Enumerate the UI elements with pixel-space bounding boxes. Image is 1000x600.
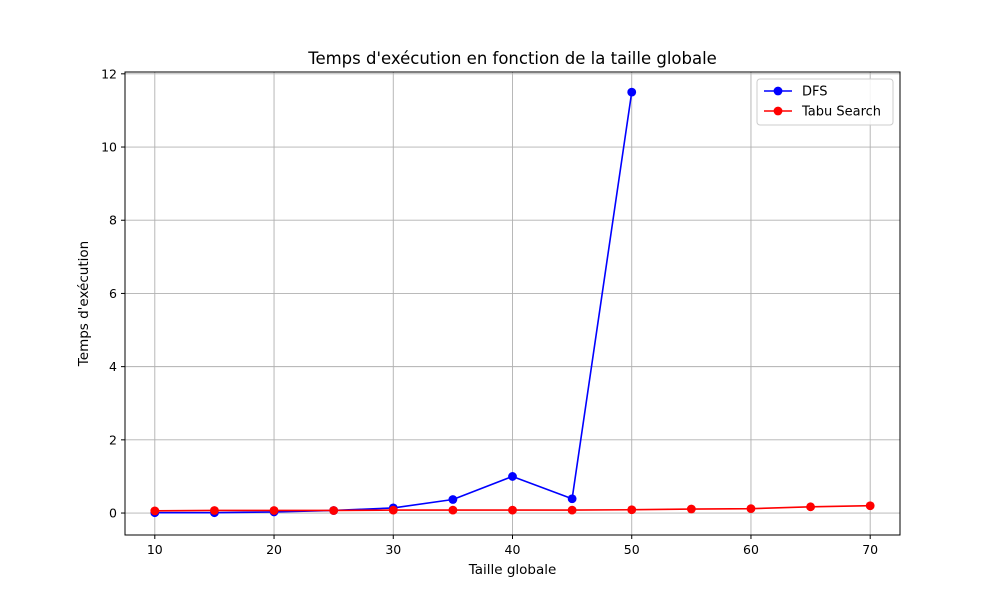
y-tick-label: 12 (101, 66, 117, 81)
data-point (567, 494, 577, 504)
data-point (627, 505, 637, 515)
series-tabu-search (150, 501, 875, 516)
legend: DFS Tabu Search (756, 78, 894, 126)
data-point (448, 495, 458, 504)
x-axis-label: Taille globale (468, 562, 557, 578)
data-point (746, 504, 756, 514)
data-point (269, 506, 279, 515)
y-axis-label: Temps d'exécution (76, 241, 92, 367)
data-point (210, 506, 219, 515)
series-layer (150, 87, 875, 518)
x-tick-label: 40 (505, 542, 521, 557)
data-point (150, 506, 160, 516)
data-point (865, 501, 875, 511)
data-point (388, 505, 398, 515)
y-tick-label: 0 (109, 506, 117, 521)
data-point (448, 505, 458, 515)
y-tick-label: 6 (109, 286, 117, 301)
ticks: 10 20 30 40 50 60 70 0 2 4 6 8 10 12 (101, 66, 878, 557)
y-tick-label: 4 (109, 359, 117, 374)
x-tick-label: 50 (624, 542, 640, 557)
x-tick-label: 60 (743, 542, 759, 557)
legend-item: Tabu Search (764, 105, 881, 120)
data-point (567, 505, 577, 515)
data-point (686, 504, 696, 514)
x-tick-label: 30 (385, 542, 401, 557)
legend-label: Tabu Search (801, 105, 881, 120)
x-tick-label: 10 (147, 542, 163, 557)
data-point (508, 505, 517, 515)
data-point (806, 502, 815, 512)
legend-label: DFS (802, 85, 828, 100)
data-point (508, 472, 517, 481)
x-tick-label: 20 (266, 542, 282, 557)
data-point (627, 87, 637, 97)
data-point (329, 506, 339, 515)
legend-swatch-marker (773, 106, 783, 116)
chart-title: Temps d'exécution en fonction de la tail… (307, 49, 717, 68)
legend-item: DFS (764, 85, 828, 100)
x-tick-label: 70 (862, 542, 878, 557)
y-tick-label: 10 (101, 140, 117, 155)
y-tick-label: 2 (109, 432, 117, 447)
legend-swatch-marker (773, 86, 783, 96)
y-tick-label: 8 (109, 213, 117, 228)
